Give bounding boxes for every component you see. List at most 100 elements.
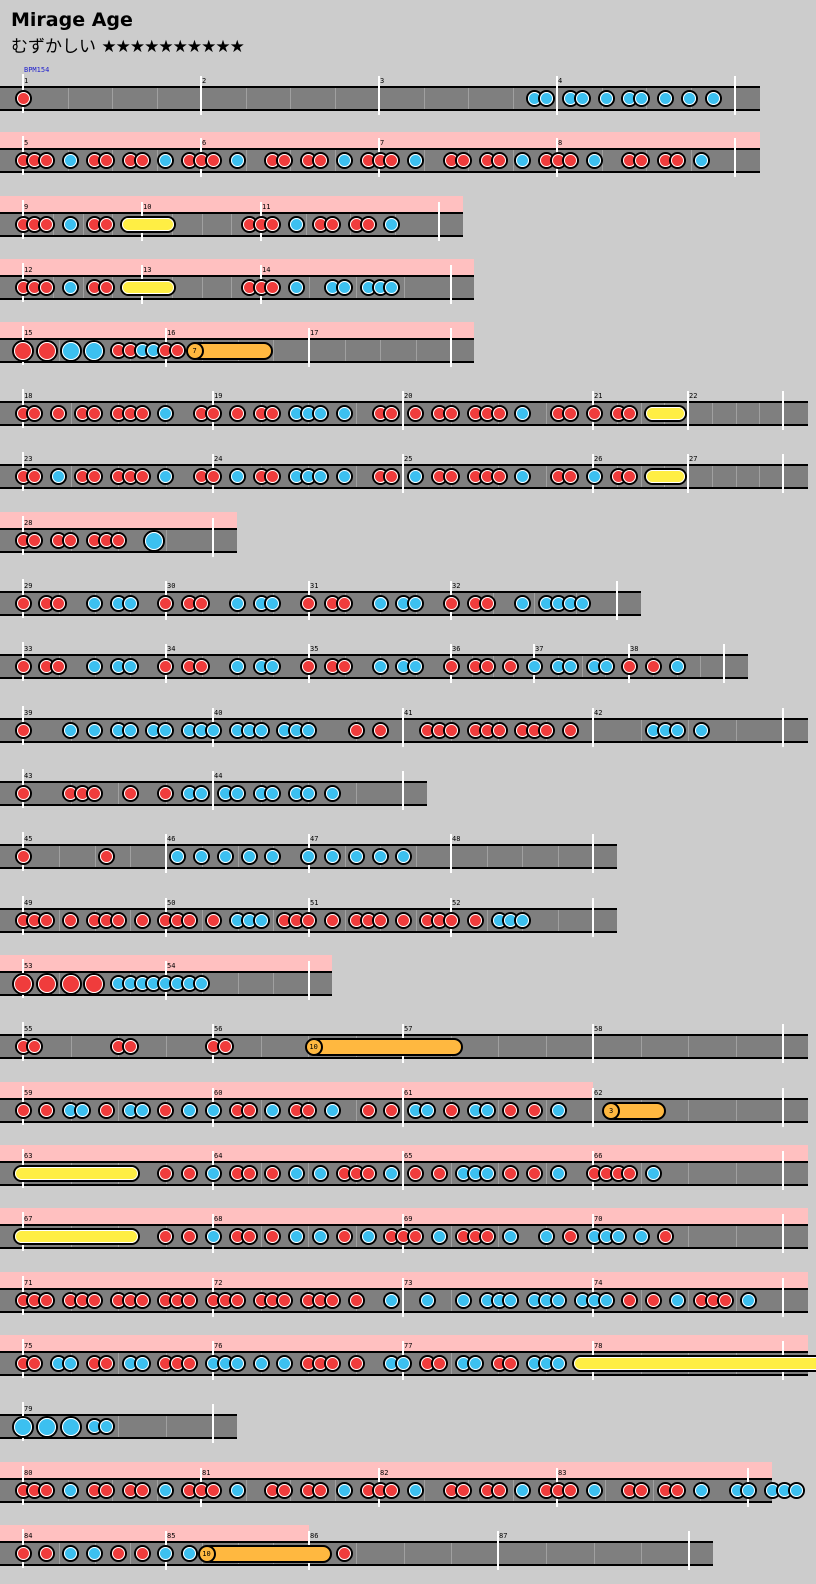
- beat-line: [118, 1100, 119, 1121]
- ka-note: [97, 1418, 115, 1435]
- ka-note: [228, 785, 246, 802]
- don-note: [359, 216, 377, 233]
- don-note: [193, 595, 210, 612]
- beat-line: [688, 1100, 689, 1121]
- measure-number: 81: [202, 1469, 211, 1477]
- beat-line: [415, 910, 417, 931]
- ka-note: [35, 1415, 58, 1438]
- don-note: [371, 912, 389, 929]
- ka-note: [193, 975, 210, 992]
- measure-number: 49: [24, 899, 33, 907]
- bar-line: [616, 581, 618, 620]
- measure-number: 71: [24, 1279, 33, 1287]
- balloon-count: 10: [197, 1544, 216, 1563]
- don-note: [264, 405, 282, 422]
- don-note: [240, 1165, 258, 1182]
- beat-line: [344, 846, 346, 867]
- beat-line: [118, 1416, 119, 1437]
- ka-note: [740, 1292, 758, 1309]
- don-note: [193, 658, 210, 675]
- ka-note: [312, 405, 329, 422]
- bar-line: [734, 76, 736, 115]
- ka-note: [181, 1545, 199, 1562]
- beat-line: [688, 1290, 689, 1311]
- measure-number: 77: [404, 1342, 413, 1350]
- gogo-band: [0, 1272, 808, 1288]
- don-note: [169, 342, 187, 359]
- ka-note: [383, 1165, 401, 1182]
- beat-line: [380, 340, 381, 361]
- ka-note: [645, 1165, 663, 1182]
- measure-number: 24: [214, 455, 223, 463]
- ka-note: [193, 848, 210, 865]
- song-title: Mirage Age: [11, 9, 133, 31]
- don-note: [264, 216, 282, 233]
- measure-number: 11: [262, 203, 271, 211]
- measure-number: 20: [404, 392, 413, 400]
- beat-line: [641, 1543, 643, 1564]
- don-note: [442, 722, 460, 739]
- don-note: [35, 339, 58, 362]
- don-note: [240, 1102, 258, 1119]
- don-note: [133, 468, 151, 485]
- ka-note: [383, 279, 401, 296]
- don-note: [323, 1355, 341, 1372]
- don-note: [621, 405, 639, 422]
- don-note: [645, 658, 663, 675]
- measure-number: 53: [24, 962, 33, 970]
- ka-note: [300, 785, 318, 802]
- don-note: [14, 658, 32, 675]
- don-note: [383, 468, 401, 485]
- bar-line: [497, 1531, 499, 1570]
- beat-line: [355, 783, 357, 804]
- ka-note: [550, 1355, 567, 1372]
- measure-number: 15: [24, 329, 33, 337]
- ka-note: [335, 279, 353, 296]
- ka-note: [50, 468, 68, 485]
- chart-row: 33 34 35 36 37 38: [0, 638, 748, 683]
- chart-row: 9 10 11: [0, 196, 463, 241]
- ka-note: [597, 1292, 615, 1309]
- beat-line: [640, 1290, 642, 1311]
- measure-number: 83: [558, 1469, 567, 1477]
- ka-note: [407, 152, 425, 169]
- don-note: [490, 722, 508, 739]
- don-note: [204, 468, 222, 485]
- don-note: [347, 722, 365, 739]
- drumroll-note: [13, 1228, 141, 1245]
- ka-note: [371, 848, 389, 865]
- beat-line: [735, 466, 737, 487]
- beat-line: [423, 88, 425, 109]
- note-lane: 45 46 47 48: [0, 832, 617, 873]
- beat-line: [237, 973, 239, 994]
- bar-line: [402, 771, 404, 810]
- bar-line: [734, 138, 736, 177]
- measure-number: 16: [167, 329, 176, 337]
- measure-number: 14: [262, 266, 271, 274]
- ka-note: [395, 848, 413, 865]
- ka-note: [62, 1482, 80, 1499]
- measure-number: 70: [594, 1215, 603, 1223]
- beat-line: [305, 214, 307, 235]
- don-note: [526, 1102, 544, 1119]
- bar-line: [308, 961, 310, 1000]
- ka-note: [288, 1165, 306, 1182]
- star-rating: ★★★★★★★★★★: [101, 37, 244, 57]
- beat-line: [759, 466, 761, 487]
- measure-number: 78: [594, 1342, 603, 1350]
- measure-number: 62: [594, 1089, 603, 1097]
- ka-note: [300, 722, 318, 739]
- ka-note: [204, 1165, 222, 1182]
- bar-line: [402, 1278, 404, 1317]
- note-lane: 9 10 11: [0, 200, 463, 241]
- measure-number: 8: [558, 139, 563, 147]
- don-note: [181, 912, 199, 929]
- beat-line: [403, 277, 405, 298]
- note-lane: 1 2 3 4: [0, 74, 760, 115]
- ka-note: [312, 1165, 329, 1182]
- ka-note: [62, 1355, 80, 1372]
- gogo-band: [0, 259, 474, 275]
- don-note: [264, 1165, 282, 1182]
- bar-line: [200, 76, 202, 115]
- don-note: [38, 1292, 56, 1309]
